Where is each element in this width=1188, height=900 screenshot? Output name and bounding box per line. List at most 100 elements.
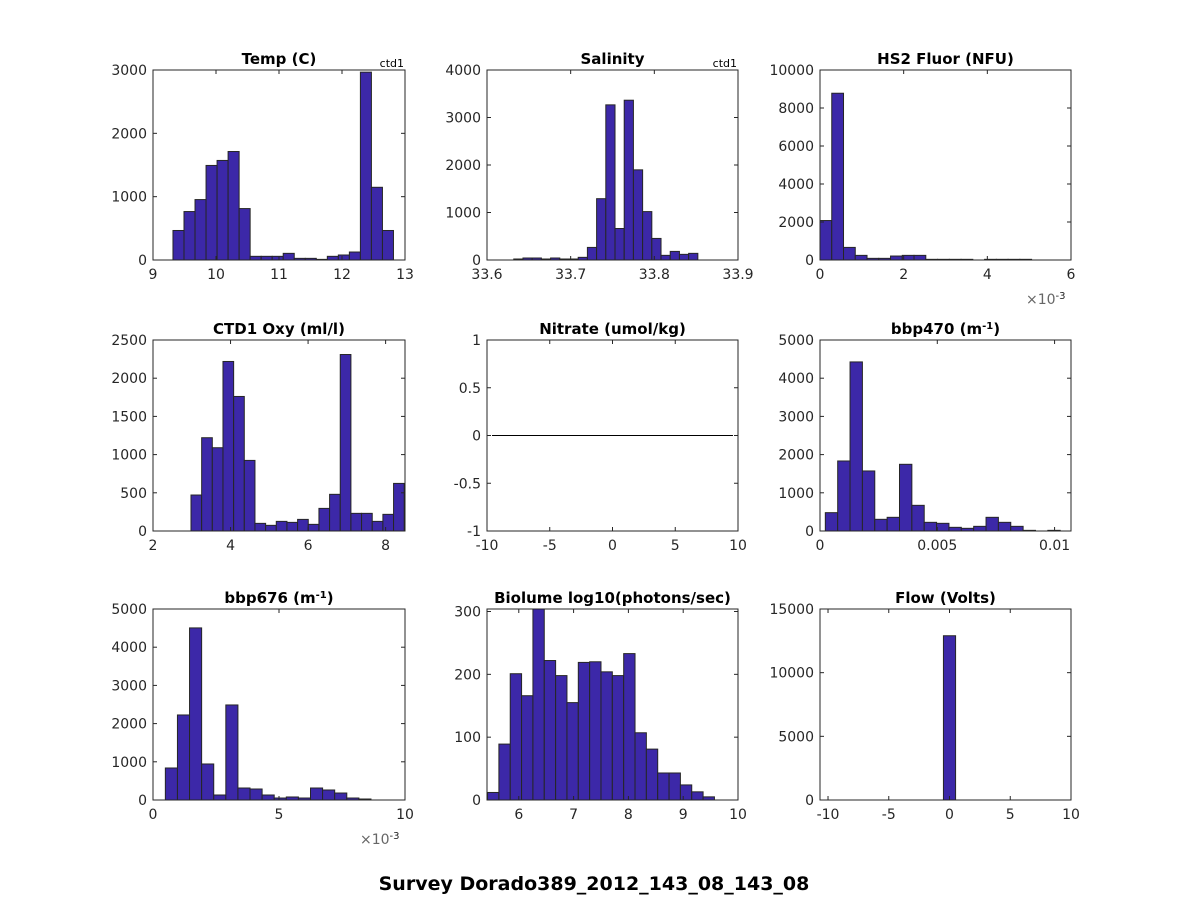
- histogram-bar: [172, 229, 185, 260]
- x-tick-label: 7: [569, 807, 578, 823]
- histogram-bar: [543, 660, 557, 800]
- x-exponent-label: ×10-3: [360, 831, 400, 849]
- title-text: CTD1 Oxy (ml/l): [213, 320, 345, 338]
- y-tick-label: 100: [454, 730, 481, 746]
- plot-marks: [513, 99, 699, 260]
- plot-marks: [824, 361, 1061, 531]
- subplot-title: Salinity: [581, 50, 645, 68]
- histogram-bar: [886, 516, 900, 531]
- histogram-bar: [634, 732, 647, 800]
- x-tick-label: 0: [816, 538, 825, 554]
- subplot-title: Flow (Volts): [895, 589, 996, 607]
- y-tick-label: 2000: [445, 158, 481, 174]
- y-tick-label: 6000: [778, 139, 814, 155]
- histogram-bar: [359, 71, 372, 260]
- y-tick-label: 0: [472, 429, 481, 445]
- histogram-bar: [679, 784, 693, 800]
- x-tick-label: 9: [679, 807, 688, 823]
- histogram-bar: [201, 763, 215, 800]
- x-tick-label: 8: [624, 807, 633, 823]
- y-tick-label: 5000: [778, 729, 814, 745]
- y-tick-label: 10000: [769, 666, 814, 682]
- histogram-bar: [329, 493, 341, 531]
- histogram-bar: [216, 159, 229, 260]
- y-tick-label: 4000: [778, 371, 814, 387]
- x-tick-label: 10: [729, 807, 747, 823]
- plot-marks: [487, 609, 715, 800]
- subplot-4: 2 4 6 8 0 500 1000 1500 2000 2500 CTD1 Oxy (ml/l): [111, 320, 406, 554]
- histogram-bar: [249, 788, 263, 800]
- histogram-bar: [205, 164, 218, 260]
- histogram-bar: [201, 437, 213, 531]
- histogram-bar: [271, 255, 284, 260]
- title-end: ): [993, 320, 1000, 338]
- figure-title: Survey Dorado389_2012_143_08_143_08: [379, 873, 810, 895]
- x-tick-label: 4: [983, 267, 992, 283]
- y-tick-label: 4000: [111, 640, 147, 656]
- subplot-title: Biolume log10(photons/sec): [494, 589, 731, 607]
- histogram-bar: [222, 360, 235, 531]
- x-tick-label: 33.6: [471, 267, 502, 283]
- y-tick-label: 1000: [445, 206, 481, 222]
- x-tick-label: 13: [396, 267, 414, 283]
- y-tick-label: 1: [472, 333, 481, 349]
- title-text: Flow (Volts): [895, 589, 996, 607]
- x-tick-label: 10: [396, 807, 414, 823]
- axes-box: [819, 69, 1072, 261]
- y-tick-label: 4000: [778, 177, 814, 193]
- histogram-bar: [843, 246, 856, 260]
- title-text: Temp (C): [242, 50, 317, 68]
- subplot-title: CTD1 Oxy (ml/l): [213, 320, 345, 338]
- y-tick-label: 2000: [111, 717, 147, 733]
- x-tick-label: 5: [671, 538, 680, 554]
- y-tick-label: 1500: [111, 409, 147, 425]
- y-tick-label: 1000: [111, 190, 147, 206]
- histogram-bar: [238, 208, 251, 260]
- histogram-bar: [237, 787, 251, 800]
- histogram-bar: [189, 627, 203, 800]
- y-tick-label: 1000: [111, 755, 147, 771]
- x-tick-label: -10: [817, 807, 840, 823]
- histogram-bar: [243, 459, 256, 531]
- histogram-bar: [350, 512, 363, 531]
- histogram-bar: [521, 695, 534, 800]
- x-tick-label: 11: [270, 267, 288, 283]
- histogram-bar: [509, 673, 523, 800]
- y-tick-label: 1000: [111, 448, 147, 464]
- axes-box: [152, 339, 406, 532]
- exponent: -3: [1056, 291, 1066, 302]
- x-tick-label: 0: [816, 267, 825, 283]
- histogram-bar: [936, 522, 950, 531]
- histogram-bar: [831, 92, 845, 260]
- histogram-bar: [286, 521, 299, 531]
- histogram-bar: [623, 653, 636, 800]
- histogram-bar: [227, 151, 240, 260]
- subplot-title: Temp (C): [242, 50, 317, 68]
- histogram-bar: [948, 526, 962, 531]
- histogram-bar: [645, 748, 659, 800]
- histogram-bar: [589, 661, 602, 800]
- title-superscript: -1: [982, 321, 993, 332]
- histogram-bar: [487, 791, 500, 800]
- y-tick-label: 2500: [111, 333, 147, 349]
- y-tick-label: 3000: [778, 409, 814, 425]
- histogram-bar: [498, 743, 511, 800]
- subplot-6: 0 0.005 0.01 0 1000 2000 3000 4000 5000 bbp470 (m…: [778, 320, 1072, 554]
- histogram-bar: [660, 254, 671, 260]
- plot-marks: [190, 354, 405, 531]
- y-tick-label: 10000: [769, 63, 814, 79]
- histogram-bar: [339, 354, 352, 531]
- subplot-5: -10 -5 0 5 10 -1 -0.5 0 0.5 1 Nitrate (umol/kg): [454, 320, 747, 554]
- x-tick-label: -5: [543, 538, 557, 554]
- x-tick-label: 33.9: [722, 267, 753, 283]
- histogram-bar: [225, 704, 239, 800]
- x-tick-label: 0: [608, 538, 617, 554]
- y-tick-label: 2000: [778, 215, 814, 231]
- histogram-bar: [577, 661, 591, 800]
- x-tick-label: 6: [1067, 267, 1076, 283]
- histogram-bar: [651, 237, 662, 260]
- histogram-bar: [596, 198, 607, 260]
- x-tick-label: 5: [275, 807, 284, 823]
- y-tick-label: 500: [120, 486, 147, 502]
- histogram-bar: [254, 522, 267, 531]
